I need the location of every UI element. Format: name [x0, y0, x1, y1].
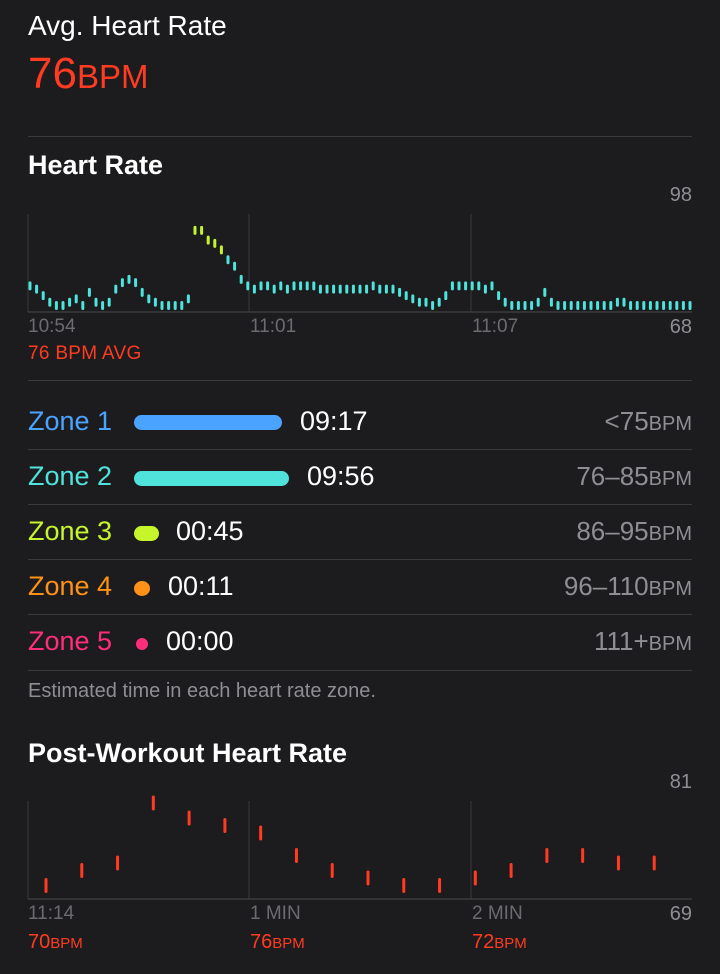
zone-range-value: 96–110 — [563, 571, 649, 601]
hr-x-label-mid: 11:01 — [250, 316, 297, 337]
divider — [28, 449, 692, 450]
post-bpm-value: 72 — [472, 931, 495, 953]
post-workout-section-title: Post-Workout Heart Rate — [28, 738, 348, 768]
hr-y-max-label: 98 — [669, 184, 692, 206]
zone-row: Zone 1 09:17 <75BPM — [28, 396, 692, 451]
zone-range-value: 76–85 — [576, 461, 649, 491]
zone-time: 00:11 — [168, 571, 234, 601]
post-bpm-unit: BPM — [272, 935, 305, 952]
avg-heart-rate-title: Avg. Heart Rate — [28, 10, 227, 41]
post-x-label-mid: 1 MIN — [250, 903, 301, 924]
zone-range-unit: BPM — [648, 523, 692, 545]
post-y-max-label: 81 — [669, 771, 692, 793]
zone-range: 76–85BPM — [576, 461, 692, 492]
zone-name: Zone 1 — [28, 406, 113, 436]
hr-y-min-label: 68 — [669, 316, 692, 338]
hr-average-label: 76 BPM AVG — [28, 343, 142, 364]
zone-name: Zone 4 — [28, 571, 113, 601]
zone-duration-bar — [134, 526, 159, 541]
heart-rate-section-title: Heart Rate — [28, 150, 164, 180]
zone-row: Zone 4 00:11 96–110BPM — [28, 561, 692, 616]
post-x-label-start: 11:14 — [28, 903, 75, 924]
zone-name: Zone 3 — [28, 516, 113, 546]
zone-row: Zone 2 09:56 76–85BPM — [28, 451, 692, 506]
post-bpm-value: 76 — [250, 931, 273, 953]
zone-range-value: <75 — [604, 406, 649, 436]
zone-time: 00:00 — [166, 626, 234, 656]
avg-heart-rate-number: 76 — [28, 49, 77, 98]
post-x-label-end: 2 MIN — [472, 903, 523, 924]
zone-duration-bar — [136, 638, 148, 650]
divider — [28, 670, 692, 671]
divider — [28, 136, 692, 137]
zone-time: 09:17 — [300, 406, 368, 436]
zone-range-unit: BPM — [648, 633, 692, 655]
zone-name: Zone 2 — [28, 461, 113, 491]
zone-time: 00:45 — [176, 516, 244, 546]
zone-range-value: 111+ — [593, 626, 649, 656]
zone-range-unit: BPM — [648, 413, 692, 435]
divider — [28, 559, 692, 560]
post-y-min-label: 69 — [669, 903, 692, 925]
zone-range-value: 86–95 — [576, 516, 649, 546]
post-bpm-label: 70BPM — [28, 931, 83, 954]
avg-heart-rate-unit: BPM — [76, 58, 149, 95]
avg-heart-rate-value: 76BPM — [28, 52, 148, 106]
divider — [28, 504, 692, 505]
hr-x-label-start: 10:54 — [28, 316, 76, 337]
zone-duration-bar — [134, 415, 282, 430]
zone-range-unit: BPM — [648, 578, 692, 600]
post-bpm-label: 76BPM — [250, 931, 305, 954]
zone-row: Zone 3 00:45 86–95BPM — [28, 506, 692, 561]
post-bpm-value: 70 — [28, 931, 51, 953]
zones-note: Estimated time in each heart rate zone. — [28, 680, 376, 702]
zone-range: <75BPM — [605, 406, 692, 437]
zone-duration-bar — [134, 581, 150, 596]
divider — [28, 380, 692, 381]
post-bpm-unit: BPM — [50, 935, 83, 952]
divider — [28, 614, 692, 615]
zone-name: Zone 5 — [28, 626, 113, 656]
zone-row: Zone 5 00:00 111+BPM — [28, 616, 692, 671]
zone-range: 86–95BPM — [576, 516, 692, 547]
post-bpm-label: 72BPM — [472, 931, 527, 954]
zone-range: 111+BPM — [594, 626, 692, 657]
hr-x-label-end: 11:07 — [472, 316, 519, 337]
zone-duration-bar — [134, 471, 289, 486]
zone-range-unit: BPM — [648, 468, 692, 490]
zone-time: 09:56 — [307, 461, 375, 491]
zone-range: 96–110BPM — [564, 571, 692, 602]
post-bpm-unit: BPM — [494, 935, 527, 952]
